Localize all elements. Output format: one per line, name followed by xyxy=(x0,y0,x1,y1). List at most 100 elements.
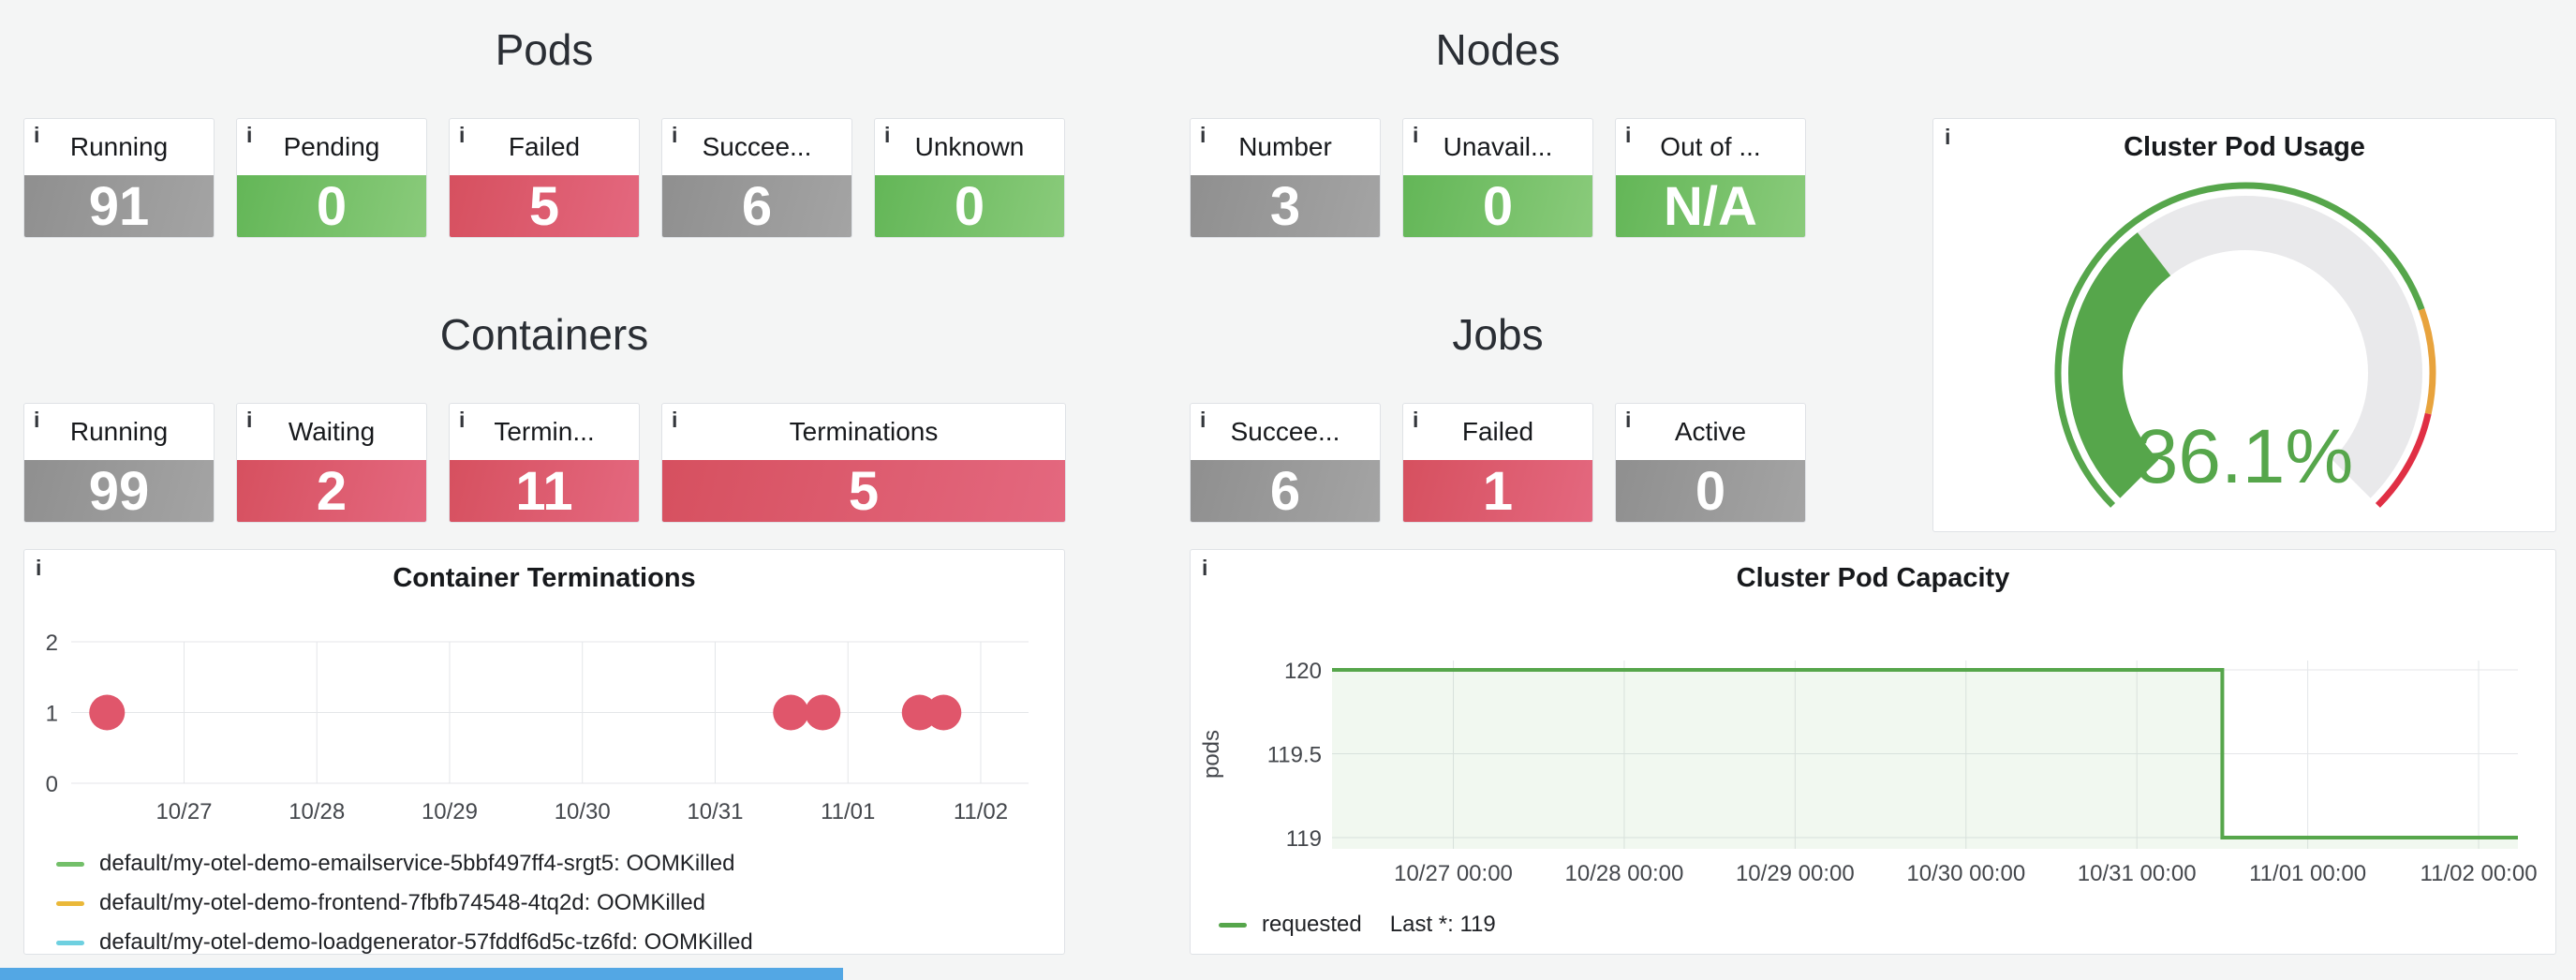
svg-text:10/28: 10/28 xyxy=(289,799,345,824)
stat-label: Number xyxy=(1238,132,1332,161)
panel-info-icon[interactable]: i xyxy=(1945,125,1951,149)
clipped-panel-fragment xyxy=(0,968,843,980)
stat-value: 6 xyxy=(1191,460,1380,522)
svg-text:1: 1 xyxy=(46,702,58,727)
cluster-pod-usage-panel[interactable]: i Cluster Pod Usage 36.1% xyxy=(1932,118,2556,532)
terminations-chart[interactable]: 2 1 0 10/27 10/28 10/29 10/30 10/31 11/01 11/02 xyxy=(24,550,1065,955)
panel-info-icon[interactable]: i xyxy=(1200,408,1207,432)
stat-value: 1 xyxy=(1403,460,1592,522)
legend-label: default/my-otel-demo-emailservice-5bbf49… xyxy=(99,851,735,876)
stat-value: 0 xyxy=(237,175,426,237)
stat-label: Terminations xyxy=(789,417,939,446)
stat-panel[interactable]: i Active 0 xyxy=(1615,403,1806,523)
stat-panel[interactable]: i Termin... 11 xyxy=(449,403,640,523)
legend-swatch xyxy=(56,940,84,945)
stat-label: Unknown xyxy=(914,132,1025,161)
legend-last-value: Last *: 119 xyxy=(1389,912,1496,937)
stat-panel[interactable]: i Running 99 xyxy=(23,403,215,523)
stat-panel[interactable]: i Failed 1 xyxy=(1402,403,1593,523)
svg-text:10/29 00:00: 10/29 00:00 xyxy=(1736,861,1855,886)
container-terminations-panel[interactable]: i Container Terminations 2 1 0 10/27 10/28 10… xyxy=(23,549,1065,955)
stat-value: 6 xyxy=(662,175,851,237)
svg-text:10/30 00:00: 10/30 00:00 xyxy=(1906,861,2025,886)
panel-info-icon[interactable]: i xyxy=(459,408,466,432)
stat-value: 0 xyxy=(875,175,1064,237)
terminations-legend: default/my-otel-demo-emailservice-5bbf49… xyxy=(56,844,1055,955)
stat-panel[interactable]: i Unknown 0 xyxy=(874,118,1065,238)
legend-item[interactable]: default/my-otel-demo-loadgenerator-57fdd… xyxy=(56,923,1055,955)
stat-label: Pending xyxy=(283,132,380,161)
svg-text:11/01: 11/01 xyxy=(821,799,875,824)
svg-text:11/02: 11/02 xyxy=(954,799,1008,824)
svg-text:2: 2 xyxy=(46,631,58,656)
stat-value: 5 xyxy=(450,175,639,237)
nodes-stat-row: i Number 3 i Unavail... 0 i Out of ... N… xyxy=(1190,118,1806,238)
legend-label: default/my-otel-demo-frontend-7fbfb74548… xyxy=(99,890,706,915)
legend-item[interactable]: default/my-otel-demo-emailservice-5bbf49… xyxy=(56,844,1055,883)
section-title-nodes: Nodes xyxy=(1435,25,1561,74)
stat-label: Succee... xyxy=(702,132,812,161)
capacity-legend[interactable]: requested Last *: 119 xyxy=(1219,908,1524,942)
legend-label: requested xyxy=(1262,912,1362,937)
svg-text:119.5: 119.5 xyxy=(1267,743,1322,768)
stat-label: Running xyxy=(69,132,169,161)
stat-panel[interactable]: i Waiting 2 xyxy=(236,403,427,523)
panel-info-icon[interactable]: i xyxy=(1200,123,1207,147)
legend-swatch xyxy=(56,900,84,906)
stat-panel[interactable]: i Number 3 xyxy=(1190,118,1381,238)
svg-text:120: 120 xyxy=(1284,659,1322,684)
stat-label: Running xyxy=(69,417,169,446)
legend-label: default/my-otel-demo-loadgenerator-57fdd… xyxy=(99,929,753,955)
svg-text:10/27: 10/27 xyxy=(155,799,212,824)
panel-info-icon[interactable]: i xyxy=(672,408,678,432)
stat-panel[interactable]: i Succee... 6 xyxy=(661,118,852,238)
panel-info-icon[interactable]: i xyxy=(1625,123,1632,147)
panel-info-icon[interactable]: i xyxy=(672,123,678,147)
svg-text:10/31: 10/31 xyxy=(687,799,743,824)
svg-text:10/28 00:00: 10/28 00:00 xyxy=(1565,861,1684,886)
panel-info-icon[interactable]: i xyxy=(34,408,40,432)
panel-info-icon[interactable]: i xyxy=(1413,123,1419,147)
capacity-chart[interactable]: 120 119.5 119 10/27 00:00 10/28 00:00 10/29 0… xyxy=(1191,550,2556,955)
stat-panel[interactable]: i Out of ... N/A xyxy=(1615,118,1806,238)
cluster-pod-capacity-panel[interactable]: i Cluster Pod Capacity 120 119.5 119 10/27 … xyxy=(1190,549,2556,955)
svg-text:119: 119 xyxy=(1286,826,1322,852)
panel-info-icon[interactable]: i xyxy=(1625,408,1632,432)
stat-label: Waiting xyxy=(288,417,376,446)
panel-info-icon[interactable]: i xyxy=(36,556,42,580)
panel-info-icon[interactable]: i xyxy=(459,123,466,147)
stat-label: Failed xyxy=(508,132,581,161)
panel-info-icon[interactable]: i xyxy=(1202,556,1208,580)
stat-panel[interactable]: i Unavail... 0 xyxy=(1402,118,1593,238)
stat-panel[interactable]: i Pending 0 xyxy=(236,118,427,238)
stat-label: Succee... xyxy=(1230,417,1340,446)
svg-text:10/30: 10/30 xyxy=(555,799,611,824)
stat-panel[interactable]: i Failed 5 xyxy=(449,118,640,238)
svg-text:10/31 00:00: 10/31 00:00 xyxy=(2078,861,2197,886)
panel-info-icon[interactable]: i xyxy=(884,123,891,147)
stat-value: 11 xyxy=(450,460,639,522)
gauge-value: 36.1% xyxy=(2135,414,2354,499)
stat-panel[interactable]: i Succee... 6 xyxy=(1190,403,1381,523)
legend-item[interactable]: default/my-otel-demo-frontend-7fbfb74548… xyxy=(56,883,1055,923)
panel-info-icon[interactable]: i xyxy=(34,123,40,147)
stat-label: Failed xyxy=(1461,417,1534,446)
stat-value: 99 xyxy=(24,460,214,522)
panel-info-icon[interactable]: i xyxy=(246,123,253,147)
panel-title: Container Terminations xyxy=(392,563,696,593)
pod-usage-gauge[interactable] xyxy=(1936,181,2554,511)
svg-text:11/01 00:00: 11/01 00:00 xyxy=(2249,861,2366,886)
panel-title: Cluster Pod Usage xyxy=(2124,132,2365,162)
stat-value: 5 xyxy=(662,460,1065,522)
stat-panel[interactable]: i Terminations 5 xyxy=(661,403,1066,523)
stat-panel[interactable]: i Running 91 xyxy=(23,118,215,238)
stat-label: Active xyxy=(1674,417,1747,446)
stat-value: 91 xyxy=(24,175,214,237)
stat-value: 2 xyxy=(237,460,426,522)
pods-stat-row: i Running 91 i Pending 0 i Failed 5 i Su… xyxy=(23,118,1065,238)
panel-info-icon[interactable]: i xyxy=(1413,408,1419,432)
section-title-jobs: Jobs xyxy=(1452,310,1544,359)
legend-swatch xyxy=(1219,922,1247,928)
panel-info-icon[interactable]: i xyxy=(246,408,253,432)
